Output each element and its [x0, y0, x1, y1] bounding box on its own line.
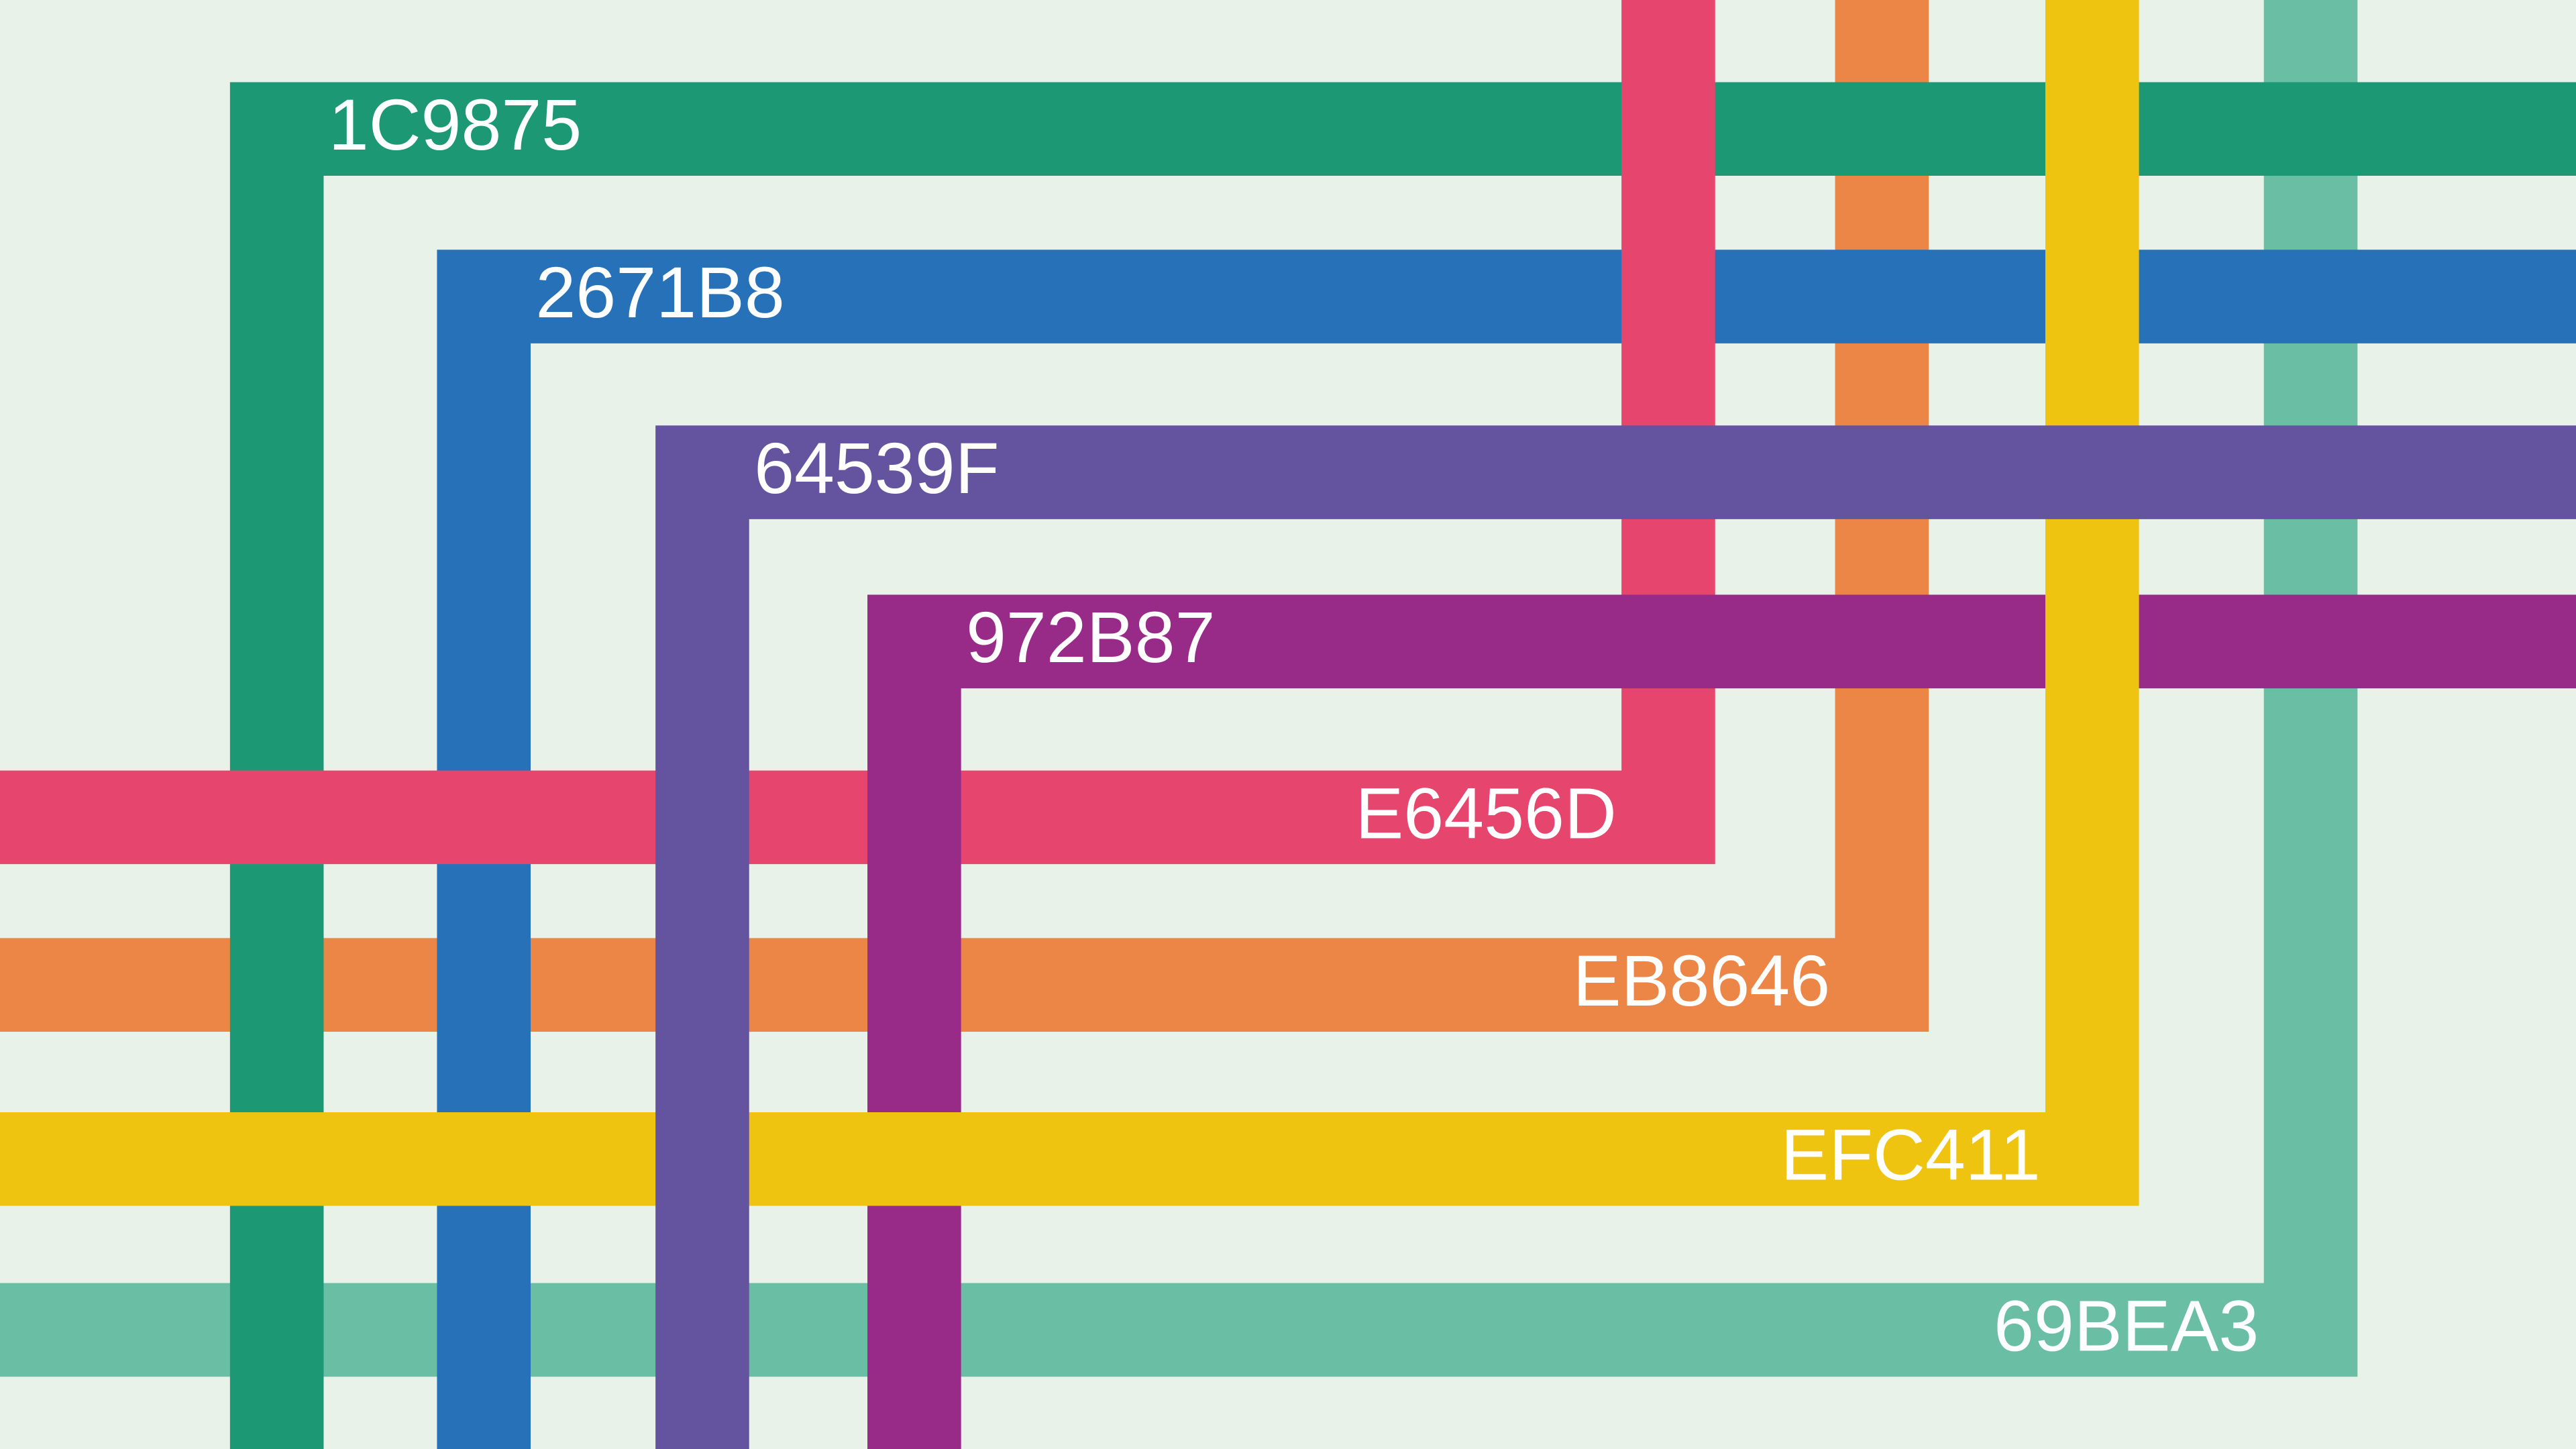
color-label: 64539F: [754, 427, 999, 508]
color-label: 972B87: [966, 596, 1215, 678]
color-label: 2671B8: [535, 252, 785, 333]
color-label: E6456D: [1355, 772, 1616, 853]
color-label: EFC411: [1780, 1114, 2040, 1195]
color-line: [0, 0, 1715, 865]
color-line: [229, 82, 2576, 1449]
color-label: 69BEA3: [1994, 1285, 2259, 1366]
color-label: 1C9875: [329, 84, 582, 165]
color-label: EB8646: [1573, 940, 1830, 1021]
color-line: [655, 425, 2576, 1449]
color-line: [437, 250, 2576, 1449]
color-line: [0, 0, 2139, 1206]
